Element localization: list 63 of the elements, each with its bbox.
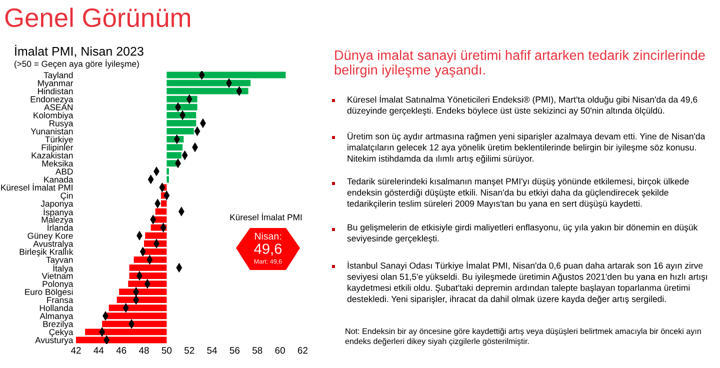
x-tick-label: 56	[230, 347, 240, 354]
y-tick-label: Myanmar	[38, 80, 74, 88]
y-tick-label: Hollanda	[40, 304, 74, 312]
y-tick-label: Küresel İmalat PMI	[1, 183, 72, 191]
text: Bu gelişmelerin de etkisiyle girdi maliyetleri enflasyonu, üç yıla yakın bir dönemin en düşük seviyesinde gerçekleşti.	[347, 224, 698, 244]
y-tick-label: Polonya	[42, 280, 74, 289]
x-tick-label: 58	[252, 347, 262, 354]
y-tick-label: Tayvan	[46, 256, 73, 265]
x-tick-label: 54	[207, 347, 217, 354]
y-tick-label: Endonezya	[30, 96, 74, 104]
y-tick-label: İspanya	[44, 208, 74, 218]
point	[198, 71, 205, 80]
y-tick-label: Türkiye	[45, 136, 73, 144]
y-tick-label: Avusturya	[35, 337, 74, 345]
text: Tedarik sürelerindeki kısalmanın manşet PMI'yı düşüş yönünde etkilemesi, birçok ülkede endeksin gösterdiği düşüşte etkili. Nisan'da bu etkiyi daha da güçlendirecek şekilde tedarikçilerin teslim süreleri 2009 Mayıs'tan bu yana en sert düşüşü kaydetti.	[347, 178, 689, 208]
y-tick-label: Malezya	[42, 216, 74, 224]
y-tick-label: Kanada	[44, 176, 74, 183]
y-tick-label: Güney Kore	[28, 232, 73, 241]
x-tick-label: 42	[70, 347, 81, 354]
x-tick-label: 48	[138, 347, 149, 354]
annotation: 49,6	[254, 244, 282, 256]
y-tick-label: Euro Bölgesi	[25, 288, 73, 297]
text: Not: Endeksin bir ay öncesine göre kaydettiği artış veya düşüşleri belirtmek amacıyla bir önceki ayın endeks değerleri dikey siyah çizgilerle gösterilmiştir.	[345, 328, 701, 346]
annotation: Küresel İmalat PMI	[230, 212, 302, 220]
y-tick-label: Rusya	[50, 120, 74, 128]
y-tick-label: Vietnam	[42, 272, 73, 279]
text: Küresel İmalat Satınalma Yöneticileri Endeksi® (PMI), Mart'ta olduğu gibi Nisan'da da 49,6 düzeyinde gerçekleşti. Endeks böylece üst üste sekizinci ay 50'nin altında ölçüldü.	[347, 95, 698, 116]
x-tick-label: 62	[298, 347, 308, 354]
y-tick-label: ASEAN	[44, 104, 73, 110]
x-tick-label: 52	[184, 347, 194, 354]
y-tick-label: Kolombiya	[34, 112, 74, 120]
x-tick-label: 50	[162, 347, 172, 354]
chart-subtitle: (>50 = Geçen aya göre İyileşme)	[14, 59, 139, 69]
y-tick-label: Brezilya	[43, 320, 74, 329]
y-tick-label: Fransa	[47, 297, 74, 304]
text: Dünya imalat sanayi üretimi hafif artarken tedarik zincirlerinde belirgin iyileşme yaşandı.	[334, 50, 705, 78]
y-tick-label: Tayland	[44, 72, 73, 80]
y-tick-label: Birleşik Krallık	[20, 248, 74, 257]
y-tick-label: ABD	[56, 168, 73, 174]
annotation: Nisan:	[255, 232, 281, 240]
y-tick-label: Avustralya	[33, 240, 74, 249]
y-tick-label: Japonya	[40, 200, 74, 208]
bar	[161, 200, 167, 207]
x-tick-label: 46	[116, 347, 126, 354]
x-tick-label: 60	[275, 347, 285, 354]
y-tick-label: İrlanda	[48, 223, 74, 231]
y-tick-label: İtalya	[53, 264, 74, 274]
text: Genel Görünüm	[5, 8, 190, 28]
y-tick-label: Filipinler	[42, 144, 74, 152]
bar	[155, 208, 167, 215]
y-tick-label: Çekya	[49, 328, 74, 337]
chart-title: İmalat PMI, Nisan 2023	[15, 44, 144, 58]
text: İstanbul Sanayi Odası Türkiye İmalat PMI, Nisan'da 0,6 puan daha artarak son 16 ayın zirve seviyesi olan 51,5'e yükseldi. Bu iyileşmede üretimin Ağustos 2021'den bu yana en hızlı artışı kaydetmesi etkili oldu. Şubat'taki depremin ardından talepte başlayan toparlanma üretimi destekledi. Yeni siparişler, ihracat da dahil olmak üzere kayda değer artış sergiledi.	[347, 261, 708, 304]
y-tick-label: Yunanistan	[30, 128, 73, 134]
y-tick-label: Kazakistan	[32, 152, 73, 159]
bar	[166, 72, 286, 78]
y-tick-label: Meksika	[42, 160, 74, 167]
point	[104, 335, 110, 344]
text: Üretim son üç aydır artmasına rağmen yeni siparişler azalmaya devam etti. Yine de Nisan'da imalatçıların gelecek 12 aya yönelik üretim beklentilerinde belirgin bir iyileşme söz konusu. Nitekim istihdamda da ılımlı artış eğilimi sürüyor.	[348, 132, 706, 164]
y-tick-label: Almanya	[40, 312, 74, 321]
y-tick-label: Çin	[60, 192, 73, 200]
x-tick-label: 44	[94, 347, 104, 354]
y-tick-label: Hindistan	[38, 88, 73, 94]
